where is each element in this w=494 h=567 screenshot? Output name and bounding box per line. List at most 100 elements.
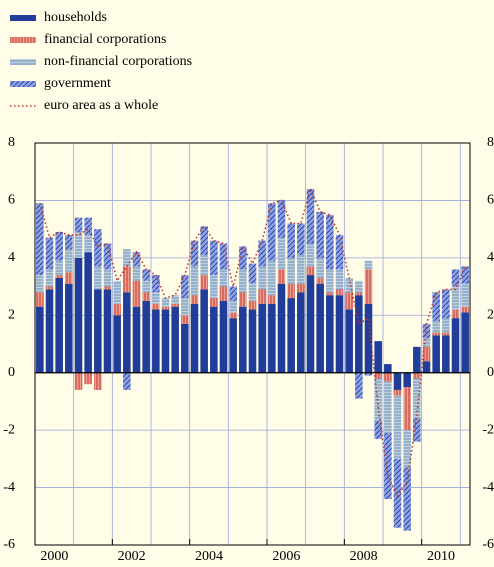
bar: [268, 260, 276, 296]
bar: [384, 372, 392, 382]
bar: [132, 306, 141, 373]
bar: [442, 332, 450, 336]
bar: [190, 240, 199, 267]
bar: [55, 232, 63, 261]
bar: [316, 277, 324, 284]
bar: [74, 232, 83, 258]
bar: [287, 257, 295, 284]
bar: [103, 289, 112, 373]
bar: [219, 286, 228, 301]
bar: [287, 223, 295, 258]
y-tick-label: 4: [487, 250, 494, 265]
bar: [345, 277, 353, 293]
bar: [451, 286, 460, 310]
bar: [142, 280, 150, 293]
bar: [326, 214, 334, 270]
bar: [442, 335, 450, 373]
bar: [268, 303, 276, 373]
bar: [94, 289, 102, 373]
bar: [277, 237, 286, 270]
x-tick-label: 2008: [350, 549, 378, 564]
line-series: [39, 186, 466, 498]
bar: [74, 217, 83, 233]
bar: [364, 303, 373, 373]
legend-label: euro area as a whole: [44, 98, 158, 113]
bar: [55, 277, 63, 373]
bar: [200, 254, 208, 276]
bar: [335, 295, 344, 373]
bar: [123, 249, 131, 267]
bar: [103, 243, 112, 270]
bar: [84, 372, 92, 385]
bar: [181, 275, 189, 299]
bar: [65, 283, 73, 373]
bar: [451, 318, 460, 373]
bar: [393, 389, 402, 396]
bar: [152, 303, 160, 310]
bar: [277, 200, 286, 238]
x-tick-label: 2000: [40, 549, 68, 564]
bar: [161, 306, 170, 310]
bar: [171, 295, 179, 304]
y-tick-label: -6: [3, 537, 15, 552]
y-tick-label: -2: [3, 422, 15, 437]
legend-label: financial corporations: [44, 32, 166, 47]
bar: [422, 338, 431, 347]
bar: [297, 254, 305, 284]
bar: [190, 266, 199, 296]
plot-frame: [34, 142, 471, 546]
bar: [132, 280, 141, 307]
bar: [335, 269, 344, 290]
bar: [297, 223, 305, 255]
bar: [142, 292, 150, 301]
bar: [316, 257, 324, 278]
legend-swatch: [10, 15, 36, 21]
bar: [74, 257, 83, 373]
bar: [326, 295, 334, 373]
bar: [403, 430, 411, 468]
bar: [384, 433, 392, 500]
legend-swatch: [10, 59, 36, 65]
x-tick-label: 2004: [195, 549, 223, 564]
bar: [451, 309, 460, 319]
bar: [142, 300, 150, 373]
bar: [268, 203, 276, 261]
bar: [316, 283, 324, 373]
bar: [84, 252, 92, 373]
bar: [355, 292, 363, 296]
bar: [413, 346, 421, 373]
bar: [413, 378, 421, 419]
bar: [239, 246, 247, 270]
bar: [393, 458, 402, 528]
bar: [190, 295, 199, 304]
bar: [84, 234, 92, 253]
bar: [393, 372, 402, 390]
bar: [239, 269, 247, 293]
bar: [210, 240, 218, 276]
bar: [451, 269, 460, 287]
y-tick-label: 0: [8, 365, 15, 380]
bar: [326, 269, 334, 293]
legend-label: non-financial corporations: [44, 54, 192, 69]
bar: [36, 275, 44, 293]
x-tick-label: 2010: [427, 549, 455, 564]
bar: [113, 315, 121, 373]
bar: [316, 211, 324, 258]
bar: [355, 280, 363, 293]
bar: [268, 295, 276, 304]
bar: [335, 234, 344, 270]
y-tick-label: -4: [482, 480, 494, 495]
bar: [432, 321, 440, 333]
bar: [113, 303, 121, 316]
bar: [258, 289, 266, 304]
bar: [306, 266, 315, 276]
bar: [422, 361, 431, 373]
bar: [45, 289, 54, 373]
bar: [306, 188, 315, 244]
bar: [248, 300, 257, 310]
bar: [103, 286, 112, 290]
x-tick-label: 2006: [272, 549, 300, 564]
bar: [103, 269, 112, 287]
bar: [239, 292, 247, 307]
bar: [171, 306, 179, 373]
